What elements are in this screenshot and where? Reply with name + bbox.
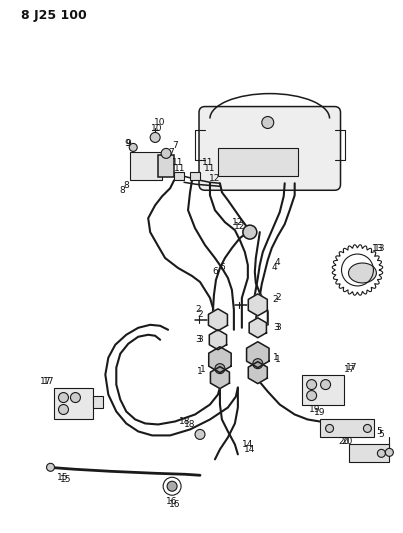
FancyBboxPatch shape [199, 107, 341, 190]
Bar [174, 172, 184, 180]
Text: 11: 11 [204, 164, 216, 173]
Circle shape [71, 393, 81, 402]
Text: 2: 2 [197, 310, 203, 319]
Text: 4: 4 [275, 257, 280, 266]
Text: 20: 20 [339, 437, 350, 446]
Bar [320, 419, 374, 438]
Polygon shape [248, 362, 267, 384]
Circle shape [307, 379, 317, 390]
Text: 17: 17 [346, 363, 357, 372]
Polygon shape [249, 318, 266, 338]
Text: 13: 13 [374, 244, 385, 253]
Text: 1: 1 [200, 365, 206, 374]
Text: 14: 14 [242, 440, 253, 449]
Polygon shape [247, 342, 269, 368]
Circle shape [150, 133, 160, 142]
Circle shape [262, 117, 274, 128]
Bar [130, 152, 162, 180]
Circle shape [129, 143, 137, 151]
Bar [190, 172, 200, 180]
Text: 4: 4 [272, 263, 278, 272]
Text: 11: 11 [202, 158, 214, 167]
Text: 2: 2 [195, 305, 201, 314]
Text: 8: 8 [123, 181, 129, 190]
Bar [302, 375, 343, 405]
Text: 17: 17 [43, 377, 54, 386]
Text: 2: 2 [275, 293, 280, 302]
Text: 9: 9 [125, 139, 131, 148]
Circle shape [307, 391, 317, 400]
Circle shape [58, 405, 69, 415]
Text: 2: 2 [272, 295, 278, 304]
Polygon shape [209, 330, 226, 350]
Bar [54, 387, 93, 419]
Circle shape [161, 148, 171, 158]
Text: 6: 6 [219, 263, 225, 272]
Text: 3: 3 [275, 324, 280, 332]
Text: 13: 13 [372, 244, 383, 253]
Text: 1: 1 [197, 367, 203, 376]
Text: 3: 3 [273, 324, 278, 332]
Text: 8: 8 [119, 186, 125, 195]
Text: 20: 20 [342, 437, 353, 446]
Text: 5: 5 [376, 427, 382, 436]
Text: 19: 19 [314, 408, 325, 417]
Text: 16: 16 [166, 497, 178, 506]
Circle shape [46, 463, 54, 471]
Text: 10: 10 [152, 124, 163, 133]
Text: 12: 12 [234, 222, 245, 231]
Text: 15: 15 [57, 473, 68, 482]
Circle shape [58, 393, 69, 402]
Text: 8 J25 100: 8 J25 100 [21, 10, 86, 22]
Circle shape [385, 448, 393, 456]
Text: 17: 17 [344, 365, 355, 374]
Bar [158, 156, 174, 177]
Text: 6: 6 [212, 268, 218, 277]
Text: 15: 15 [60, 475, 71, 484]
Text: 14: 14 [244, 445, 256, 454]
Circle shape [163, 477, 181, 495]
Polygon shape [248, 294, 267, 316]
Ellipse shape [349, 263, 376, 283]
Text: 1: 1 [273, 353, 278, 362]
Polygon shape [208, 309, 227, 331]
Circle shape [253, 359, 263, 369]
Circle shape [167, 481, 177, 491]
Text: 12: 12 [209, 174, 220, 183]
Text: 7: 7 [168, 148, 174, 157]
Text: 9: 9 [125, 139, 130, 148]
Text: 5: 5 [378, 430, 384, 439]
Circle shape [243, 225, 257, 239]
Polygon shape [209, 347, 231, 373]
Text: 7: 7 [172, 141, 178, 150]
Text: 19: 19 [309, 405, 320, 414]
Text: 16: 16 [169, 499, 181, 508]
Text: 12: 12 [232, 217, 243, 227]
Text: 3: 3 [197, 335, 203, 344]
Text: 1: 1 [275, 355, 280, 364]
Circle shape [364, 424, 372, 432]
Polygon shape [210, 367, 229, 389]
Text: 11: 11 [172, 158, 184, 167]
Text: 18: 18 [179, 417, 191, 426]
Circle shape [215, 364, 225, 374]
Circle shape [377, 449, 385, 457]
Text: 10: 10 [154, 118, 166, 127]
Text: 11: 11 [174, 164, 186, 173]
Text: 3: 3 [195, 335, 201, 344]
Bar [218, 148, 298, 176]
Bar [93, 395, 103, 408]
Text: 18: 18 [184, 420, 196, 429]
Bar [349, 445, 389, 462]
Circle shape [321, 379, 330, 390]
Circle shape [195, 430, 205, 439]
Text: 17: 17 [40, 377, 51, 386]
Circle shape [326, 424, 334, 432]
